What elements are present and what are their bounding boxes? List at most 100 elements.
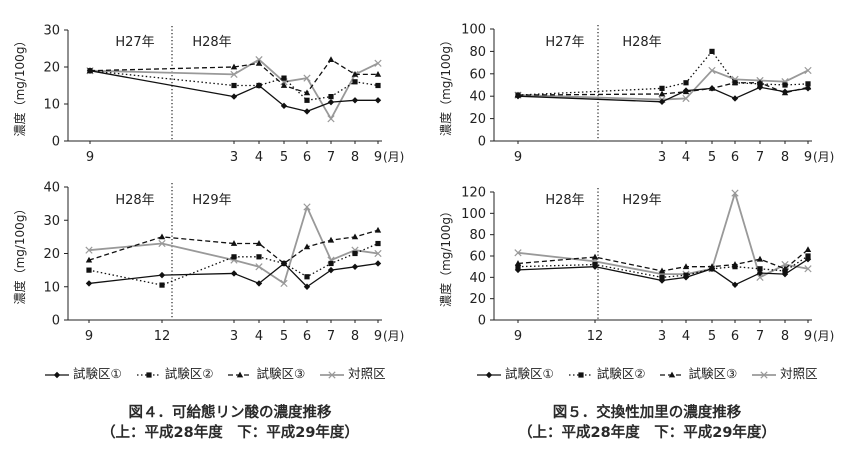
chart-1-series-3-line	[89, 58, 378, 94]
chart-4-series-3-point-2	[658, 267, 666, 274]
chart-1-series-3-point-0	[86, 67, 94, 74]
legend-1-marker-2	[146, 371, 152, 378]
chart-1-series-4-point-1	[230, 70, 238, 79]
chart-1-year-label-0: H27年	[115, 35, 154, 50]
chart-4-x-unit: (月)	[813, 329, 834, 343]
chart-2-ytick-label-2: 40	[469, 90, 486, 105]
chart-1-series-3-point-7	[374, 71, 382, 77]
chart-2-series-3-point-3	[708, 84, 716, 91]
chart-2-series-3-point-7	[804, 83, 812, 90]
chart-1-series-2-point-5	[328, 94, 334, 100]
legend-1-label-2: 試験区②	[164, 366, 214, 381]
chart-1-ytick-label-3: 30	[43, 24, 60, 39]
chart-3-xtick-label-1: 12	[154, 329, 171, 344]
chart-2-xtick-label-1: 3	[658, 150, 666, 165]
chart-1-series-2-line	[89, 70, 379, 101]
chart-4-series-3-point-7	[781, 265, 789, 272]
chart-2-series-3-point-2	[682, 88, 690, 95]
chart-2-series-3-point-0	[514, 91, 522, 98]
chart-2-series-4-point-2	[682, 94, 690, 103]
chart-1-series-2-point-1	[231, 82, 237, 89]
chart-2-xtick-label-0: 9	[514, 150, 522, 165]
chart-3-xtick-label-0: 9	[85, 329, 93, 344]
legend-1-label-3: 試験区③	[256, 366, 306, 381]
chart-2-series-3-point-6	[781, 89, 789, 96]
chart-4-xtick-label-6: 7	[756, 329, 764, 344]
chart-2-xtick-label-6: 8	[781, 150, 789, 165]
chart-2-series-1-point-1	[658, 98, 666, 105]
chart-3-ytick-label-3: 30	[43, 214, 60, 229]
chart-4-xtick-label-8: 9	[804, 329, 812, 344]
chart-1-ylabel: 濃度（mg/100g）	[12, 35, 27, 137]
chart-2-series-3-line	[517, 82, 809, 96]
chart-4-series-4-point-5	[731, 189, 739, 197]
legend-2-item-4: 対照区	[751, 363, 818, 382]
chart-3-series-3-point-0	[85, 256, 93, 263]
chart-3-series-3-point-4	[280, 260, 288, 266]
legend-1-swatch-1	[45, 371, 69, 378]
chart-2-series-1-point-4	[731, 95, 739, 102]
chart-4-ytick-label-5: 100	[461, 207, 486, 222]
legend-2-swatch-4	[752, 370, 777, 379]
legend-2-marker-3	[669, 371, 676, 377]
chart-3-xtick-label-8: 9	[374, 329, 382, 344]
chart-1-series-1-point-6	[351, 97, 359, 104]
chart-1-series-4-point-4	[303, 74, 311, 82]
chart-4-xtick-label-0: 9	[514, 329, 522, 344]
legend-2-marker-4	[760, 370, 768, 379]
chart-1-ytick-label-1: 10	[43, 98, 60, 113]
chart-3-series-4-point-0	[85, 246, 93, 254]
chart-4-series-2-point-3	[683, 272, 689, 278]
legend-1-label-4: 対照区	[348, 366, 386, 381]
chart-3-series-2-point-8	[375, 240, 381, 247]
legend-figure-5: 試験区① 試験区② 試験区③ 対照区	[476, 363, 832, 382]
chart-1-series-4-point-5	[327, 115, 335, 123]
chart-3-xtick-label-5: 6	[303, 329, 311, 344]
chart-1-series-3-point-2	[255, 59, 263, 66]
chart-3-series-1-point-5	[303, 283, 311, 290]
caption-figure-4-title: 図４．可給態リン酸の濃度推移	[128, 405, 332, 421]
chart-1-series-3-point-5	[327, 56, 335, 62]
chart-2-series-3-point-1	[658, 90, 666, 97]
chart-3-series-2-point-1	[159, 282, 165, 288]
chart-4-series-2-point-1	[592, 261, 598, 268]
chart-2-xtick-label-2: 4	[682, 150, 690, 165]
chart-1-series-2-point-3	[281, 75, 287, 81]
chart-4-series-3-point-4	[708, 263, 716, 270]
chart-1-series-3	[86, 56, 382, 96]
chart-4-series-2-point-0	[515, 264, 521, 270]
chart-3-series-4-point-3	[255, 263, 263, 271]
chart-2-ytick-label-1: 20	[469, 112, 486, 127]
chart-3-series-4-point-1	[158, 239, 166, 248]
chart-1-xtick-label-5: 7	[327, 150, 335, 165]
chart-3-series-1-point-8	[374, 260, 382, 267]
chart-2-series-2-point-3	[709, 48, 715, 54]
chart-1-series-1-point-7	[374, 97, 382, 104]
chart-4-xtick-label-7: 8	[781, 329, 789, 344]
legend-2-label-2: 試験区②	[596, 366, 646, 381]
chart-1-ytick-label-2: 20	[43, 61, 60, 76]
chart-4-ytick-label-1: 20	[469, 292, 486, 307]
chart-4-ylabel: 濃度（mg/100g）	[438, 205, 453, 307]
chart-4-series-1-point-6	[756, 269, 764, 277]
chart-3-series-3-line	[88, 229, 379, 265]
chart-4-series-3-point-0	[514, 260, 522, 266]
chart-4-series-4-point-8	[804, 265, 812, 273]
chart-1-series-2-point-4	[304, 97, 310, 103]
chart-3-series-2-point-0	[86, 267, 92, 273]
chart-4-series-2-point-2	[659, 274, 665, 280]
chart-4-series-3-point-6	[756, 255, 764, 262]
legend-2-item-1: 試験区①	[476, 363, 554, 382]
chart-3-x-unit: (月)	[383, 329, 404, 343]
chart-4-series-2-point-6	[757, 266, 763, 272]
legend-1-item-3: 試験区③	[227, 363, 305, 382]
caption-figure-5-subtitle: （上：平成28年度 下：平成29年度）	[518, 425, 776, 441]
chart-3-series-2-point-5	[304, 274, 310, 280]
legend-1-item-2: 試験区②	[136, 363, 214, 382]
chart-3-ytick-label-0: 0	[52, 314, 60, 329]
chart-4-series-4-point-6	[756, 273, 764, 281]
chart-4-ytick-label-0: 0	[478, 314, 486, 329]
chart-4-xtick-label-2: 3	[658, 329, 666, 344]
